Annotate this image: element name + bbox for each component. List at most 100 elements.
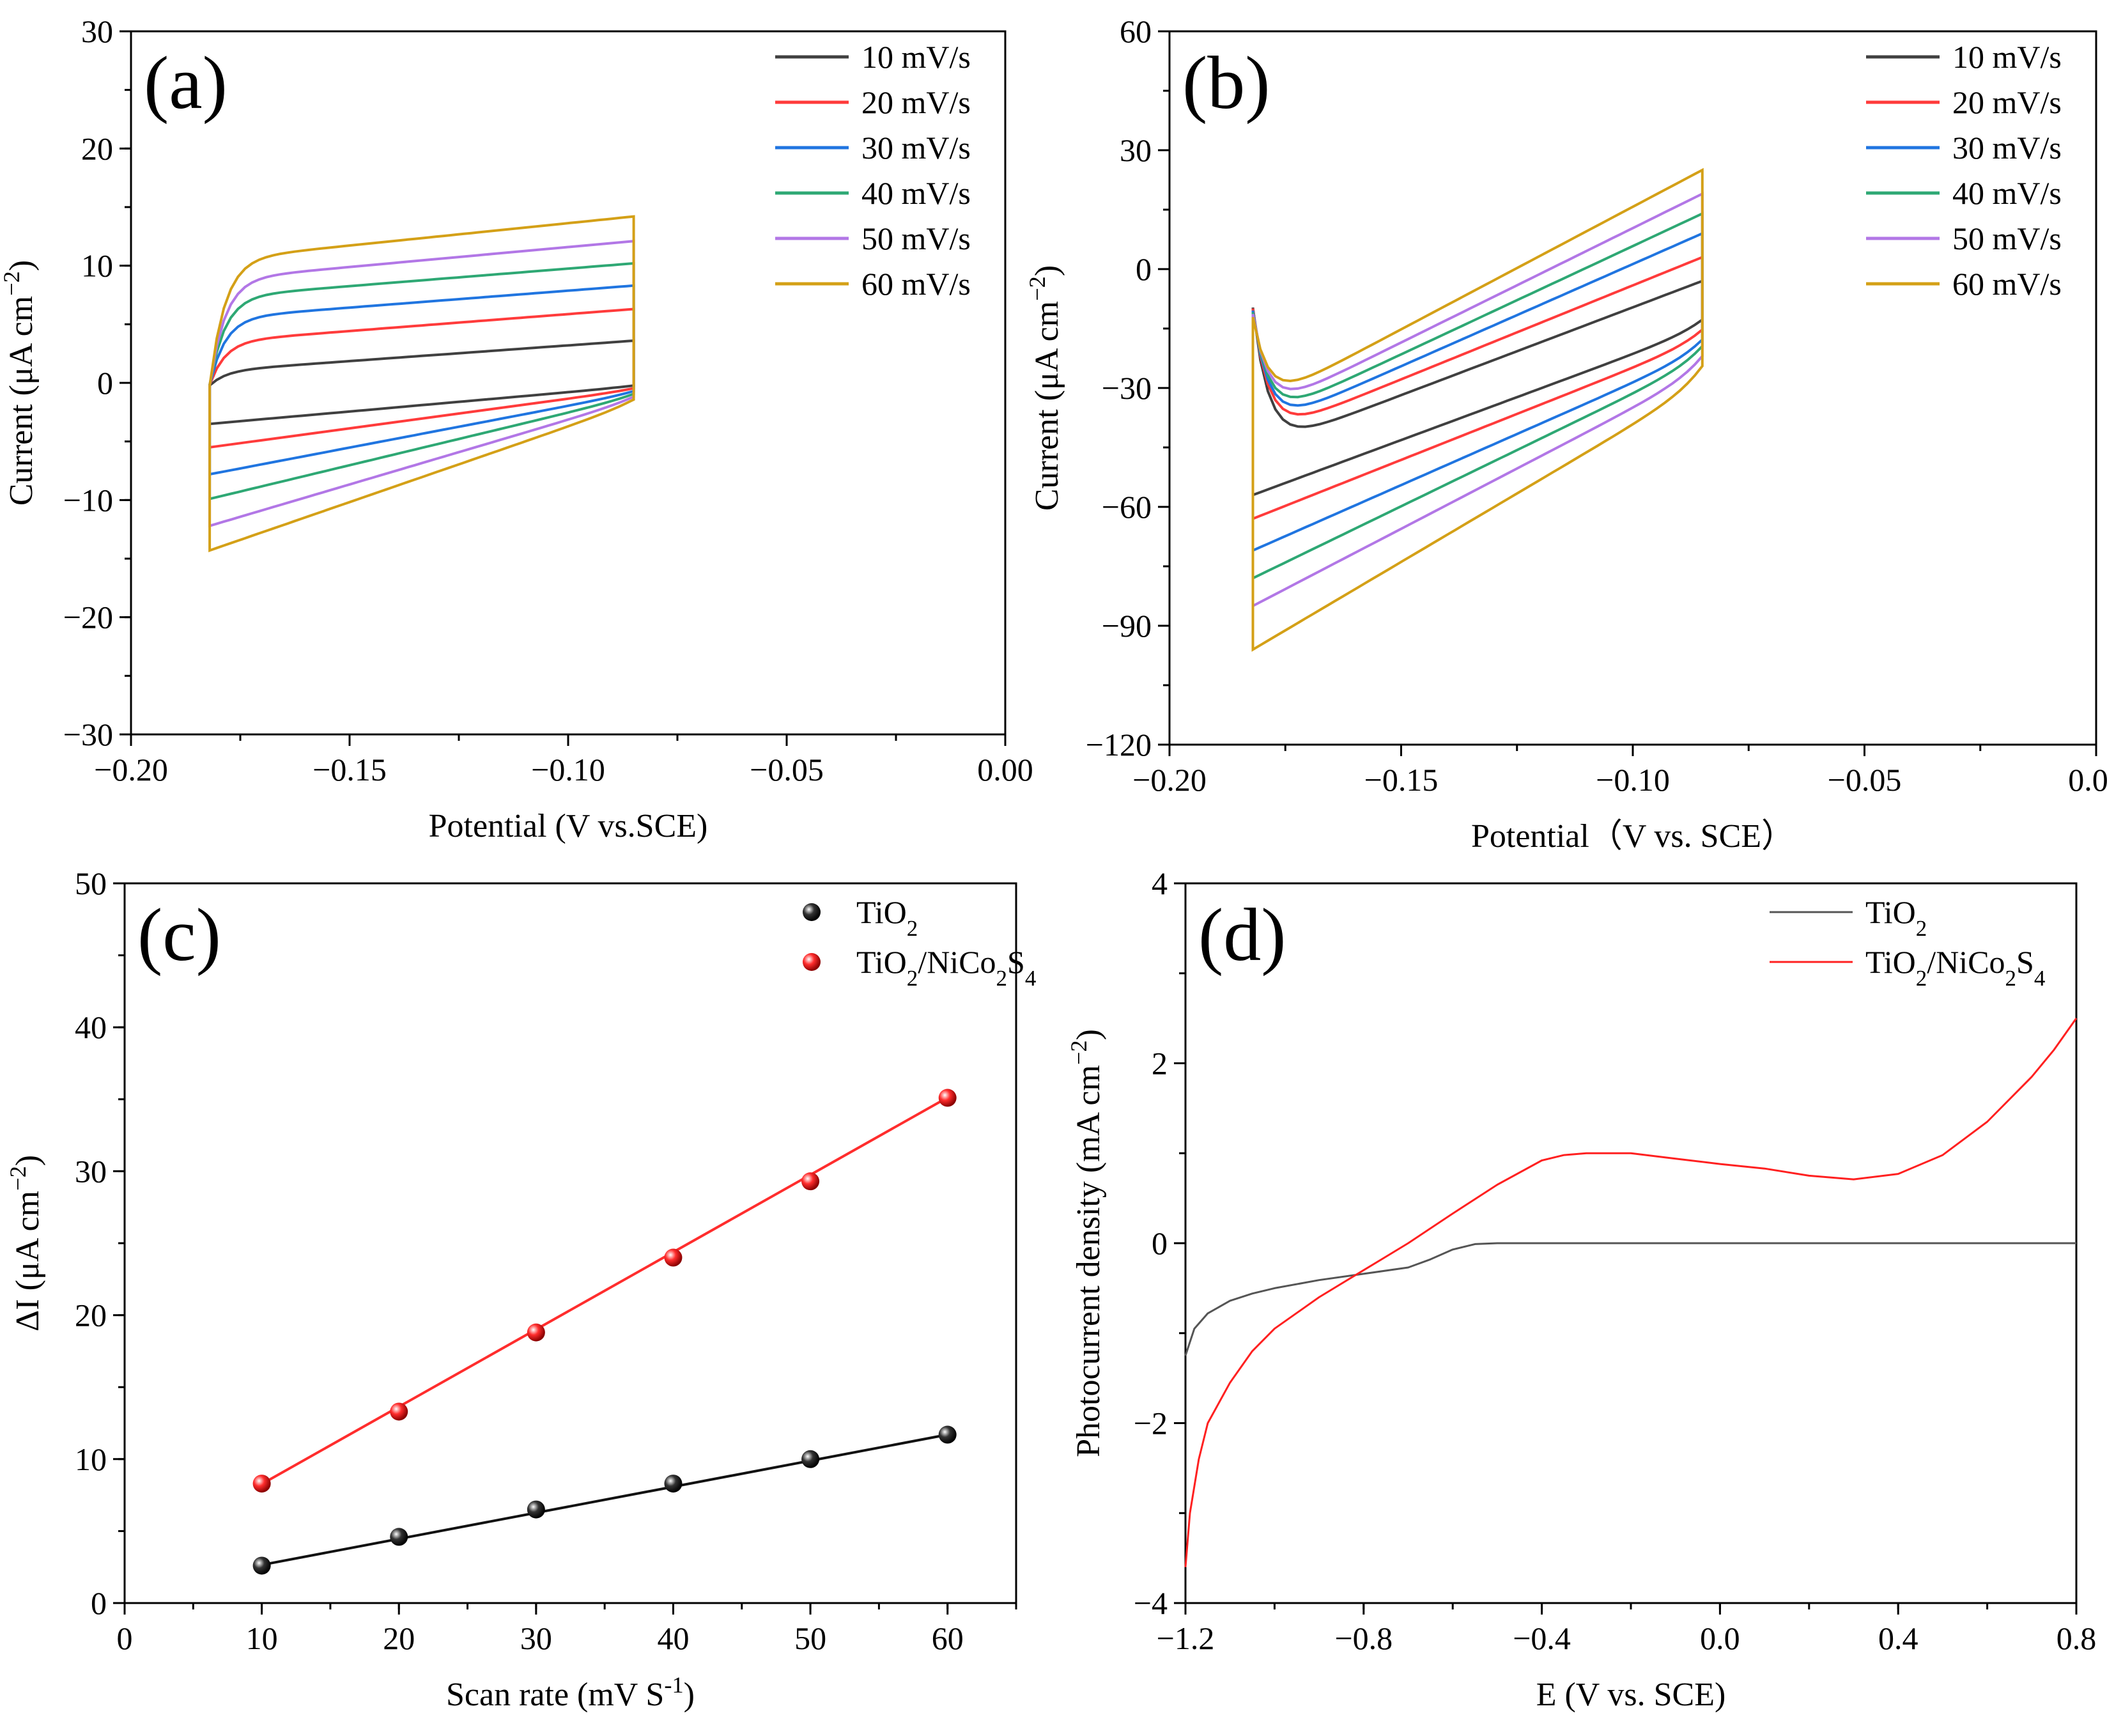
y-axis-label: Photocurrent density (mA cm−2) [1066,1029,1107,1457]
y-tick-label: 20 [75,1298,107,1333]
y-axis-label-part: A cm [3,296,40,367]
y-tick-label: −20 [63,600,113,635]
panel-a-cv-tio2: −0.20 −0.15 −0.10 −0.05 0.00 −30 −20 −10 0 10 20 30… [0,13,1033,844]
x-tick-label: −0.10 [531,752,605,787]
cv-loop-40-mV-s [1251,212,1704,580]
y-tick-label: 30 [75,1153,107,1189]
fit-line [261,1433,948,1567]
panel-label: (b) [1182,41,1270,125]
y-axis-label: Current (μA cm−2) [1024,265,1065,511]
x-tick-label: −1.2 [1157,1620,1215,1656]
y-axis-label: Current (μA cm−2) [0,260,40,506]
legend-entry-part: 4 [2034,966,2046,991]
x-tick-label: 10 [246,1620,278,1656]
y-axis-label-part: −2 [0,271,24,296]
panel-label: (a) [144,41,228,125]
y-tick-label: −60 [1102,489,1152,525]
legend-entry: 60 mV/s [861,266,971,302]
legend-entry-part: /NiCo [918,944,996,980]
y-axis-label-part: Current ( [1029,390,1065,511]
y-tick-label: 0 [97,365,113,401]
y-tick-label: 10 [81,248,113,284]
x-tick-label: 0.00 [977,752,1033,787]
x-axis-label-part: E (V vs. SCE) [1536,1677,1726,1713]
y-axis-label-part: ) [3,260,40,271]
legend-entry-part: S [2016,944,2034,980]
x-tick-label: −0.05 [750,752,824,787]
x-tick-label: 60 [932,1620,964,1656]
legend-entry-part: 2 [907,916,918,941]
legend-entry-part: S [1007,944,1025,980]
x-tick-label: 0 [117,1620,133,1656]
data-point [390,1528,408,1546]
x-tick-label: 50 [794,1620,826,1656]
legend-entry: 50 mV/s [861,221,971,256]
legend-entry-part: TiO [856,944,907,980]
x-axis-label-part: Scan rate (mV S [446,1677,664,1713]
y-tick-label: 0 [91,1585,107,1621]
plot-frame [123,882,1017,1604]
x-tick-label: 20 [383,1620,415,1656]
legend-entry: TiO2 [856,894,918,941]
y-tick-label: 60 [1120,13,1152,49]
y-tick-label: −30 [1102,370,1152,406]
x-axis-label-part: -1 [664,1672,683,1698]
x-axis-label-part: Potential（V vs. SCE） [1471,818,1794,855]
x-axis-label: E (V vs. SCE) [1536,1677,1726,1713]
x-axis-label: Potential (V vs.SCE) [429,808,708,844]
cv-loop-60-mV-s [208,215,635,553]
legend-entry: 40 mV/s [1952,175,2062,211]
x-tick-label: −0.05 [1828,762,1902,798]
y-axis-label-part: μ [10,1262,46,1280]
legend-entry: 20 mV/s [861,84,971,120]
x-tick-label: −0.15 [1364,762,1439,798]
panel-c-scan-rate-plot: 0 10 20 30 40 50 60 0 10 20 30 40 50 (c) Scan rate (mV… [5,865,1036,1713]
panel-b-cv-tio2-nico2s4: −0.20 −0.15 −0.10 −0.05 0.00 −120 −90 −60 −30 0 30… [1024,13,2107,855]
x-tick-label: −0.8 [1334,1620,1393,1656]
y-tick-label: 2 [1152,1046,1168,1081]
y-axis-label-part: ) [1070,1029,1107,1040]
legend-entry-part: 4 [1025,966,1037,991]
legend-entry: 30 mV/s [1952,130,2062,166]
y-tick-label: 0 [1136,251,1152,287]
legend-entry-part: TiO [856,894,907,930]
panel-label: (c) [137,893,221,977]
y-tick-label: 30 [1120,132,1152,168]
legend-entry-part: 2 [2005,966,2017,991]
fit-line [261,1096,948,1485]
y-tick-label: −90 [1102,608,1152,644]
data-point [664,1475,683,1493]
x-axis-label-part: ) [684,1677,695,1713]
x-tick-label: −0.20 [1132,762,1207,798]
legend-entry-part: TiO [1865,894,1916,930]
x-tick-label: −0.15 [313,752,387,787]
y-axis-label: ΔI (μA cm−2) [5,1155,46,1331]
y-axis-label-part: A cm [1029,301,1065,372]
y-axis-label-part: −2 [1024,276,1050,301]
x-tick-label: 0.0 [1700,1620,1740,1656]
y-tick-label: −2 [1134,1406,1168,1441]
x-tick-label: −0.4 [1513,1620,1571,1656]
legend-entry: TiO2 [1865,894,1927,941]
legend-entry: TiO2/NiCo2S4 [1865,944,2045,991]
legend-marker [803,903,821,921]
legend-entry: 30 mV/s [861,130,971,166]
y-axis-label-part: −2 [5,1166,31,1191]
cv-loop-10-mV-s [1251,279,1704,497]
data-point [527,1323,545,1342]
data-point [664,1248,683,1267]
photocurrent-line [1184,1242,2076,1356]
cv-loop-20-mV-s [1251,255,1704,521]
photocurrent-line [1184,1018,2078,1567]
legend-entry: 10 mV/s [1952,39,2062,75]
legend-entry-part: 2 [907,966,918,991]
y-tick-label: −120 [1086,727,1152,763]
cv-loop-60-mV-s [1251,167,1704,652]
legend-entry: TiO2/NiCo2S4 [856,944,1036,991]
data-point [252,1556,271,1575]
y-tick-label: 4 [1152,865,1168,901]
x-axis-label: Scan rate (mV S-1) [446,1672,695,1713]
legend-entry-part: 2 [996,966,1008,991]
